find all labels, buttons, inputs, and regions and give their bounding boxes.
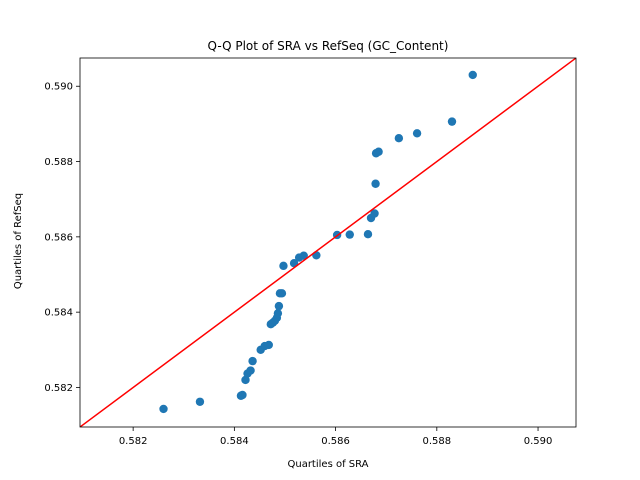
reference-line: [80, 58, 576, 427]
x-axis-label: Quartiles of SRA: [287, 459, 368, 470]
x-tick-label: 0.582: [119, 436, 148, 447]
data-point: [299, 251, 308, 260]
data-point: [238, 390, 247, 400]
x-tick-label: 0.590: [524, 436, 553, 447]
data-point: [374, 147, 383, 156]
plot-frame: [79, 57, 577, 428]
x-tick-label: 0.586: [321, 436, 350, 447]
y-tick-label: 0.582: [44, 383, 73, 394]
data-point: [447, 117, 457, 126]
y-axis-label: Quartiles of RefSeq: [13, 193, 24, 289]
y-tick-label: 0.586: [44, 232, 73, 243]
data-point: [412, 129, 422, 138]
data-point: [277, 289, 287, 298]
data-point: [370, 209, 379, 218]
data-point: [159, 404, 168, 414]
data-point: [246, 366, 255, 375]
x-tick-label: 0.584: [220, 436, 249, 447]
data-point: [195, 397, 205, 406]
data-point: [248, 356, 257, 366]
y-tick-label: 0.588: [44, 157, 73, 168]
data-point: [273, 309, 283, 318]
data-point: [279, 261, 288, 271]
data-point: [241, 375, 250, 385]
data-point: [363, 230, 373, 239]
data-point: [394, 134, 404, 143]
data-point: [371, 179, 380, 188]
data-point: [468, 70, 477, 80]
chart-title: Q-Q Plot of SRA vs RefSeq (GC_Content): [208, 39, 449, 53]
x-tick-label: 0.588: [422, 436, 451, 447]
plot-area: 0.582 0.584 0.586 0.588 0.590 0.582 0.584 0.586…: [44, 57, 577, 447]
data-point: [345, 230, 354, 239]
data-point: [274, 301, 284, 311]
data-point: [312, 251, 321, 260]
y-tick-label: 0.584: [44, 308, 73, 319]
y-tick-label: 0.590: [44, 82, 73, 93]
data-point: [264, 340, 273, 350]
